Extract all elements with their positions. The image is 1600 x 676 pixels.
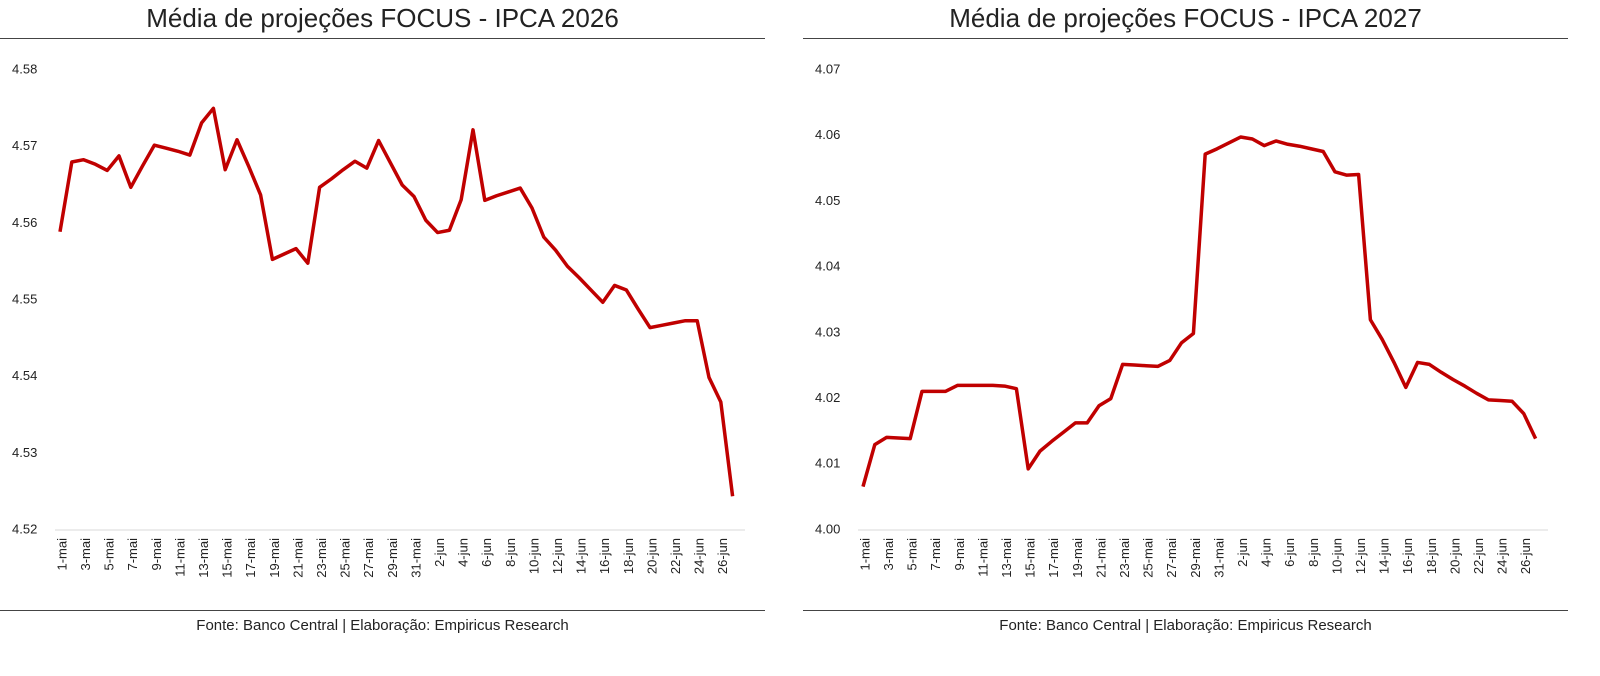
x-tick-label: 10-jun [1329,538,1344,574]
x-tick-label: 23-mai [314,538,329,578]
x-tick-label: 14-jun [574,538,589,574]
x-tick-label: 21-mai [1093,538,1108,578]
series-line [58,106,735,497]
x-tick-label: 7-mai [928,538,943,571]
x-tick-label: 11-mai [172,538,187,577]
x-tick-label: 31-mai [408,538,423,578]
y-tick-label: 4.53 [12,445,37,460]
y-tick-label: 4.54 [12,368,37,383]
x-tick-label: 16-jun [597,538,612,574]
x-tick-label: 29-mai [1188,538,1203,578]
x-tick-label: 15-mai [220,538,235,578]
x-tick-label: 2-jun [1235,538,1250,567]
x-tick-label: 27-mai [1164,538,1179,578]
source-note: Fonte: Banco Central | Elaboração: Empir… [999,617,1371,634]
x-tick-label: 8-jun [1306,538,1321,567]
x-tick-label: 4-jun [456,538,471,567]
source-note: Fonte: Banco Central | Elaboração: Empir… [196,617,568,634]
series-line [861,135,1538,488]
y-tick-label: 4.01 [815,456,840,471]
x-tick-label: 17-mai [1046,538,1061,578]
x-tick-label: 25-mai [338,538,353,578]
x-tick-label: 6-jun [1282,538,1297,567]
y-tick-label: 4.00 [815,521,840,536]
x-tick-label: 26-jun [1518,538,1533,574]
x-tick-label: 1-mai [857,538,872,571]
x-tick-label: 29-mai [385,538,400,578]
y-tick-label: 4.03 [815,324,840,339]
x-tick-label: 18-jun [621,538,636,574]
y-tick-label: 4.58 [12,61,37,76]
x-tick-label: 11-mai [975,538,990,577]
x-tick-label: 13-mai [196,538,211,578]
x-tick-label: 9-mai [149,538,164,571]
x-tick-label: 2-jun [432,538,447,567]
y-tick-label: 4.04 [815,259,840,274]
x-tick-label: 24-jun [1495,538,1510,574]
x-tick-label: 13-mai [999,538,1014,578]
x-tick-label: 27-mai [361,538,376,578]
x-tick-label: 24-jun [692,538,707,574]
y-tick-label: 4.05 [815,193,840,208]
x-tick-label: 19-mai [267,538,282,578]
x-tick-label: 10-jun [526,538,541,574]
x-tick-label: 23-mai [1117,538,1132,578]
x-tick-label: 15-mai [1023,538,1038,578]
chart-title: Média de projeções FOCUS - IPCA 2027 [949,3,1422,33]
x-tick-label: 20-jun [644,538,659,574]
x-tick-label: 5-mai [905,538,920,571]
y-tick-label: 4.56 [12,215,37,230]
x-tick-label: 5-mai [102,538,117,571]
x-tick-label: 25-mai [1141,538,1156,578]
x-tick-label: 12-jun [550,538,565,574]
x-tick-label: 22-jun [1471,538,1486,574]
x-tick-label: 16-jun [1400,538,1415,574]
x-tick-label: 22-jun [668,538,683,574]
x-tick-label: 14-jun [1377,538,1392,574]
x-tick-label: 19-mai [1070,538,1085,578]
chart-title: Média de projeções FOCUS - IPCA 2026 [146,3,619,33]
y-tick-label: 4.52 [12,521,37,536]
y-tick-label: 4.55 [12,291,37,306]
y-tick-label: 4.06 [815,127,840,142]
y-tick-label: 4.02 [815,390,840,405]
y-tick-label: 4.57 [12,138,37,153]
x-tick-label: 21-mai [290,538,305,578]
x-tick-label: 26-jun [715,538,730,574]
x-tick-label: 18-jun [1424,538,1439,574]
x-tick-label: 1-mai [54,538,69,571]
x-tick-label: 9-mai [952,538,967,571]
x-tick-label: 8-jun [503,538,518,567]
x-tick-label: 31-mai [1211,538,1226,578]
y-tick-label: 4.07 [815,61,840,76]
x-tick-label: 20-jun [1447,538,1462,574]
x-tick-label: 17-mai [243,538,258,578]
x-tick-label: 6-jun [479,538,494,567]
x-tick-label: 3-mai [78,538,93,571]
x-tick-label: 7-mai [125,538,140,571]
x-tick-label: 4-jun [1259,538,1274,567]
x-tick-label: 3-mai [881,538,896,571]
x-tick-label: 12-jun [1353,538,1368,574]
